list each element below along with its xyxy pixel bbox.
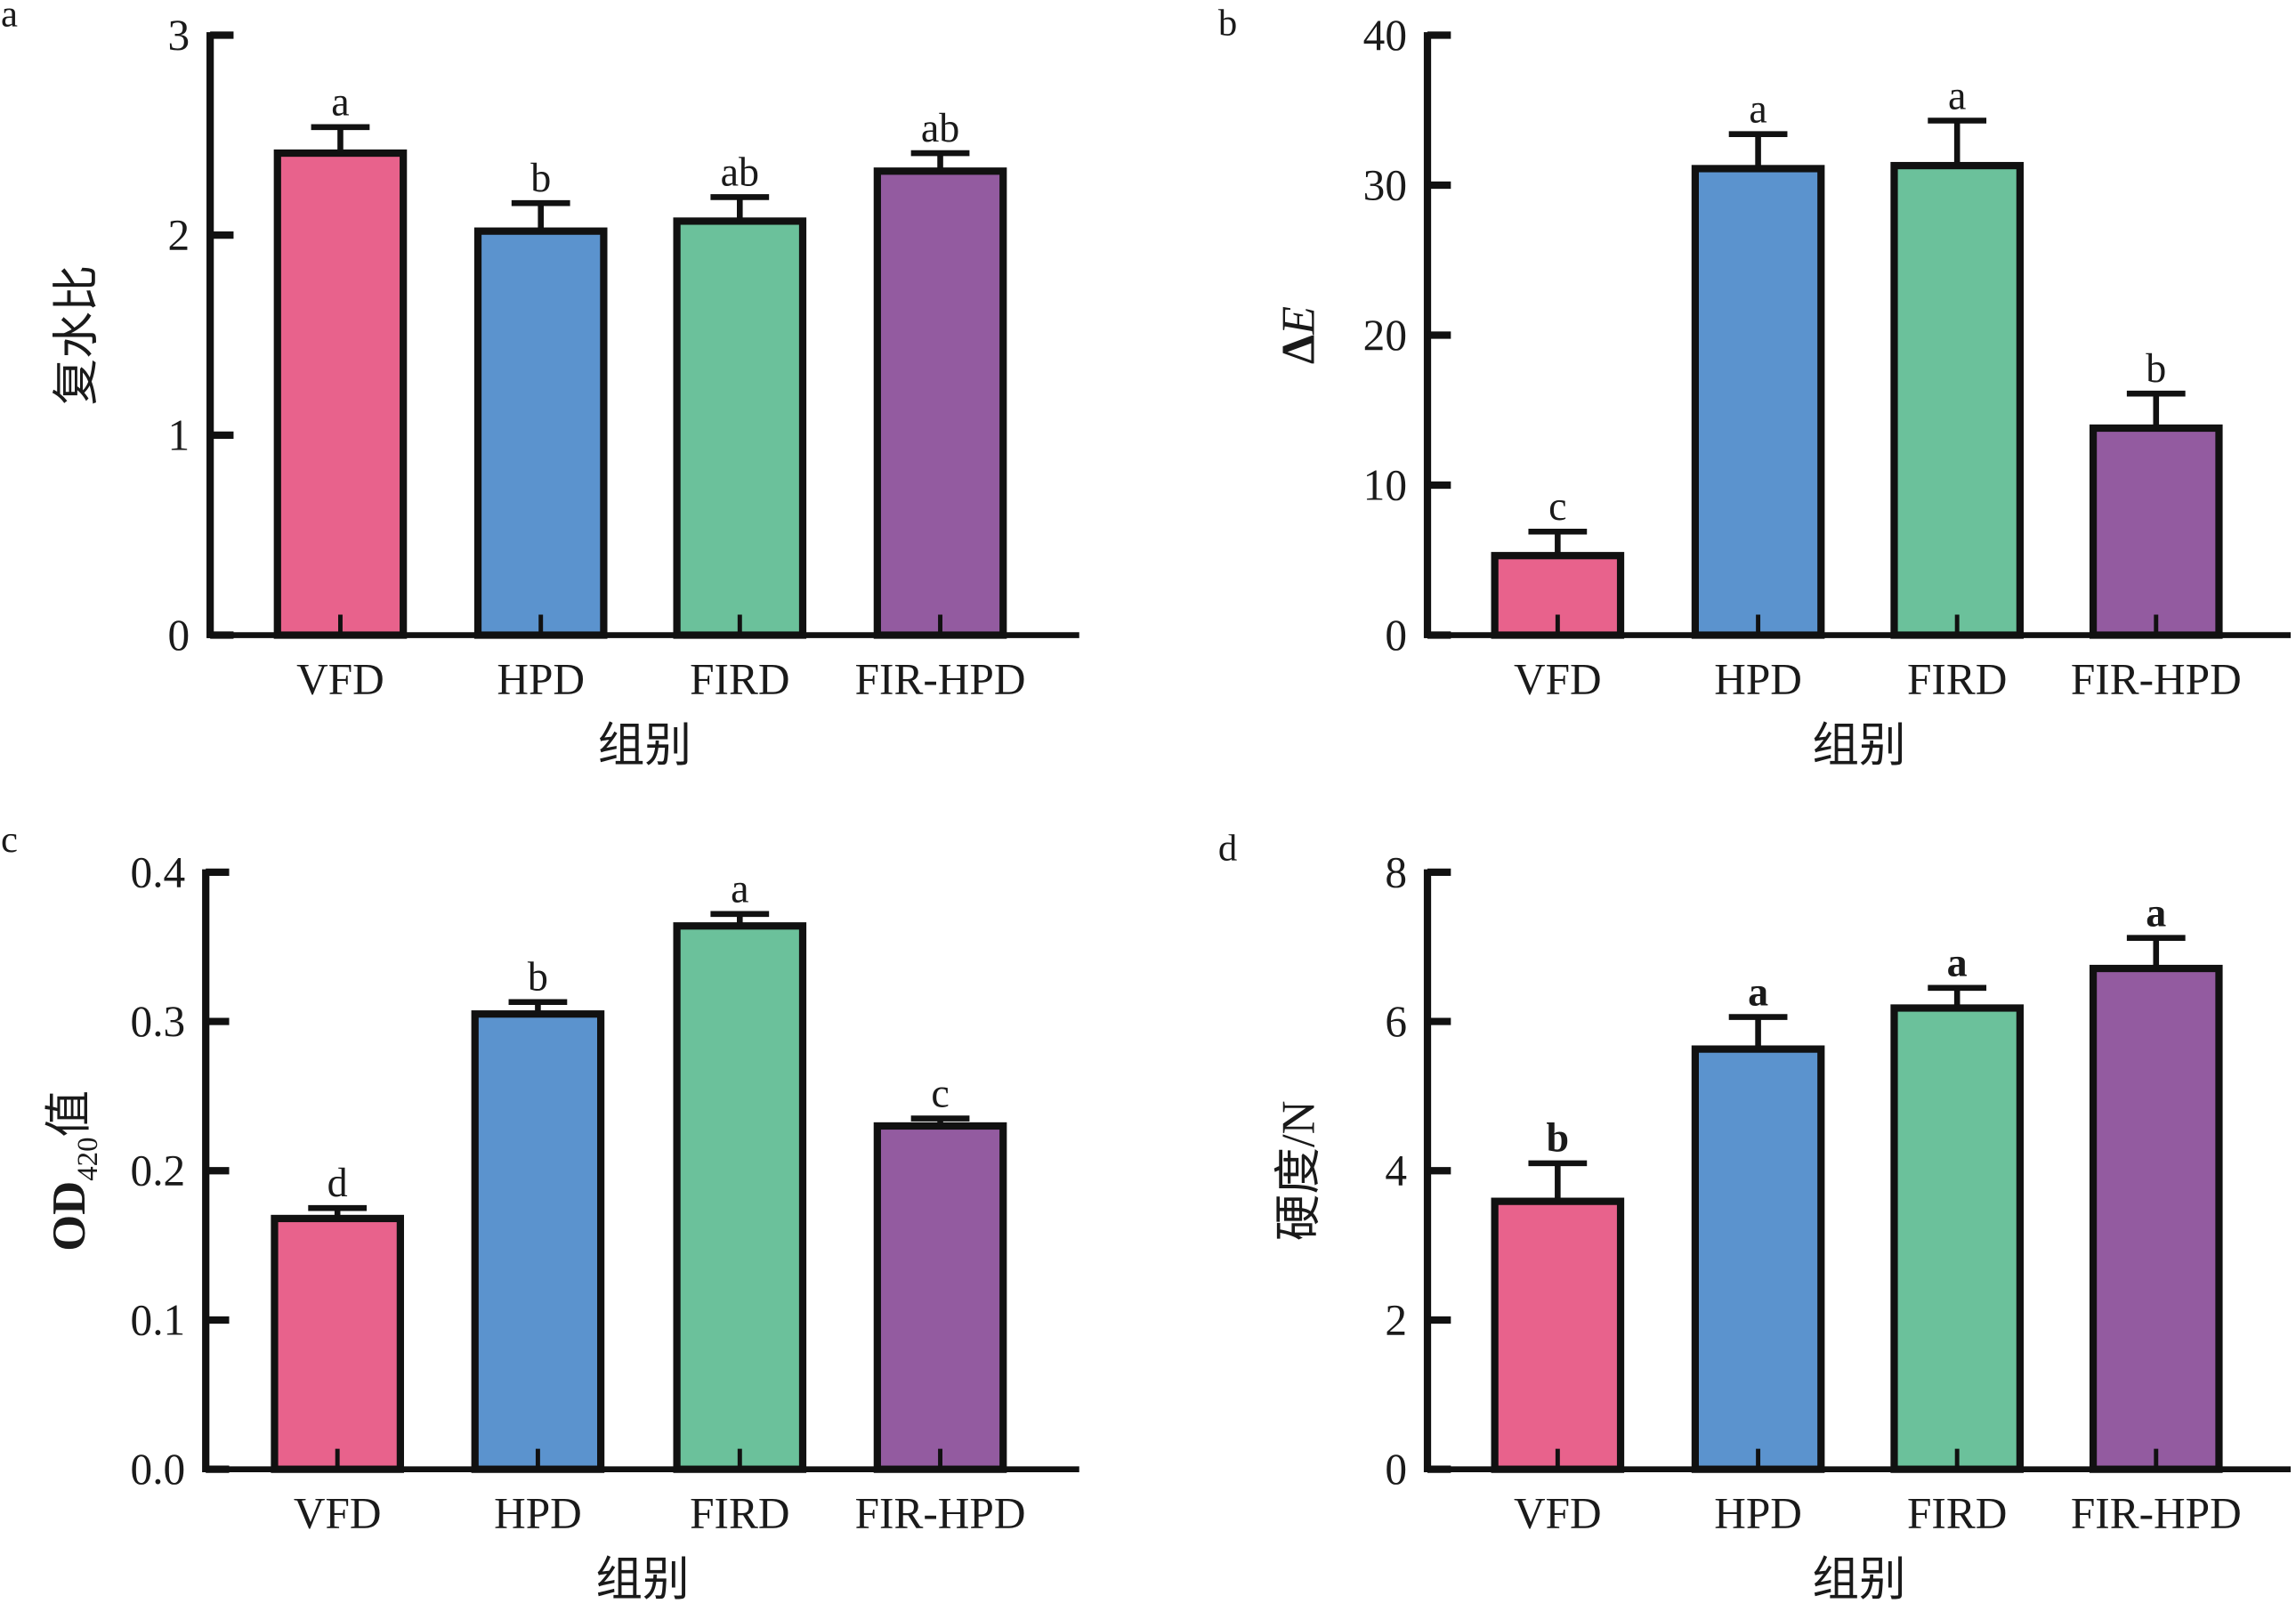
y-tick-label: 3: [167, 11, 190, 60]
x-tick-label: FIRD: [690, 654, 789, 703]
y-axis-label-part: 值: [44, 1090, 95, 1138]
bar-VFD: [271, 1214, 404, 1473]
x-tick-label: FIRD: [1907, 1488, 2007, 1537]
y-axis-label: 硬度/N: [1273, 1100, 1324, 1241]
significance-letter: a: [1748, 968, 1768, 1014]
y-tick-label: 40: [1363, 11, 1407, 60]
x-tick-label: FIR-HPD: [855, 1488, 1026, 1537]
y-tick-label: 2: [167, 211, 190, 260]
bar-HPD: [473, 227, 608, 639]
x-tick-label: VFD: [296, 654, 384, 703]
panel-b: b c VFD a HPD a FIRD b FIR-HPD 0 10 20 30 40 ΔE 组别: [1218, 2, 2292, 772]
y-tick-label: 0.0: [131, 1445, 186, 1494]
x-axis-label: 组别: [1812, 1554, 1905, 1606]
x-axis-label: 组别: [1812, 720, 1905, 772]
y-tick-label: 0.1: [131, 1295, 186, 1344]
bar-FIR-HPD: [873, 167, 1007, 639]
bar-VFD: [1491, 1197, 1625, 1473]
significance-letter: b: [530, 155, 551, 200]
y-tick-label: 0.3: [131, 997, 186, 1046]
y-axis-label-part: 硬度/N: [1273, 1100, 1324, 1241]
significance-letter: ab: [921, 105, 959, 150]
x-axis-label: 组别: [595, 1554, 689, 1606]
bar-FIRD: [673, 922, 807, 1473]
significance-letter: a: [731, 866, 748, 911]
significance-letter: b: [2146, 345, 2166, 391]
y-tick-label: 10: [1363, 460, 1407, 509]
bar-HPD: [471, 1010, 605, 1473]
y-axis-label: ΔE: [1273, 306, 1324, 364]
panel-label: d: [1218, 828, 1237, 870]
y-tick-label: 20: [1363, 311, 1407, 360]
x-tick-label: VFD: [294, 1488, 382, 1537]
bar-FIR-HPD: [2089, 424, 2223, 639]
significance-letter: b: [528, 954, 548, 1000]
y-tick-label: 1: [167, 410, 190, 459]
x-tick-label: FIRD: [1907, 654, 2007, 703]
x-tick-label: FIRD: [690, 1488, 789, 1537]
significance-letter: a: [1948, 72, 1966, 117]
y-tick-label: 30: [1363, 160, 1407, 209]
panel-d: d b VFD a HPD a FIRD a FIR-HPD 0 2 4 6 8 硬度/N 组别: [1218, 828, 2292, 1606]
significance-letter: c: [1548, 483, 1566, 529]
x-tick-label: FIR-HPD: [855, 654, 1026, 703]
significance-letter: a: [1749, 86, 1766, 132]
y-axis-label: 复水比: [52, 265, 103, 406]
y-axis-label: OD420值: [44, 1090, 103, 1251]
bar-FIR-HPD: [873, 1122, 1007, 1473]
bar-FIRD: [1890, 1004, 2024, 1473]
significance-letter: b: [1547, 1115, 1570, 1161]
significance-letter: a: [2146, 890, 2166, 936]
bar-FIR-HPD: [2089, 964, 2223, 1473]
panel-label: c: [1, 819, 18, 861]
bar-FIRD: [673, 217, 807, 639]
y-axis-label-part: 复水比: [52, 265, 103, 406]
y-tick-label: 0: [1385, 611, 1407, 660]
x-tick-label: VFD: [1514, 1488, 1602, 1537]
significance-letter: d: [327, 1160, 348, 1205]
y-axis-label-part: 420: [72, 1137, 104, 1180]
bar-VFD: [273, 149, 408, 639]
bar-HPD: [1691, 165, 1825, 639]
x-tick-label: HPD: [1714, 1488, 1802, 1537]
significance-letter: a: [1947, 940, 1968, 985]
panel-label: b: [1218, 2, 1237, 44]
y-tick-label: 2: [1385, 1295, 1407, 1344]
bar-FIRD: [1890, 161, 2024, 639]
y-tick-label: 0: [1385, 1445, 1407, 1494]
panel-c: c d VFD b HPD a FIRD c FIR-HPD 0.0 0.1 0.2 0.3 0.4 OD4…: [1, 819, 1079, 1606]
x-tick-label: FIR-HPD: [2071, 1488, 2242, 1537]
y-tick-label: 0.4: [131, 847, 186, 896]
x-axis-label: 组别: [598, 720, 691, 772]
x-tick-label: FIR-HPD: [2071, 654, 2242, 703]
y-axis-label-part: E: [1273, 306, 1324, 336]
x-tick-label: VFD: [1514, 654, 1602, 703]
x-tick-label: HPD: [494, 1488, 582, 1537]
significance-letter: a: [331, 79, 349, 125]
y-tick-label: 8: [1385, 847, 1407, 896]
significance-letter: c: [931, 1070, 949, 1115]
y-axis-label-part: OD: [44, 1181, 95, 1251]
panel-label: a: [1, 0, 18, 36]
y-tick-label: 0.2: [131, 1146, 186, 1195]
y-tick-label: 4: [1385, 1146, 1407, 1195]
significance-letter: ab: [721, 149, 759, 194]
y-axis-label-part: Δ: [1273, 335, 1324, 364]
x-tick-label: HPD: [1714, 654, 1802, 703]
y-tick-label: 0: [167, 611, 190, 660]
x-tick-label: HPD: [497, 654, 585, 703]
bar-HPD: [1691, 1045, 1825, 1473]
y-tick-label: 6: [1385, 997, 1407, 1046]
